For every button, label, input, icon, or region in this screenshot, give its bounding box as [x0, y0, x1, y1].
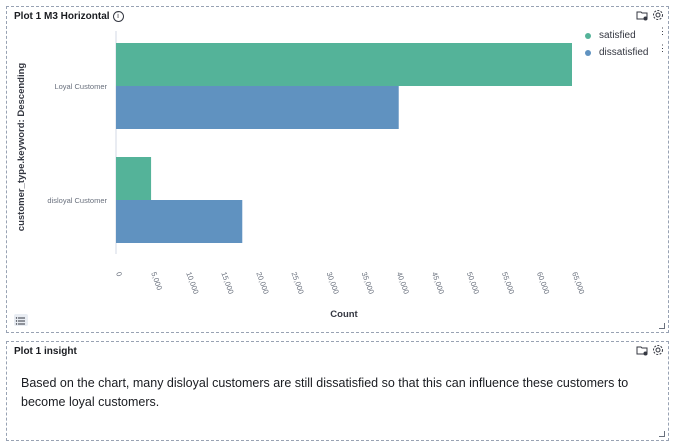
legend-swatch [585, 49, 591, 56]
gear-icon[interactable] [652, 344, 664, 356]
x-tick-label: 5,000 [149, 271, 164, 292]
panel-actions [636, 344, 664, 356]
x-tick-label: 45,000 [430, 271, 446, 296]
resize-handle[interactable] [659, 431, 665, 437]
x-tick-label: 20,000 [254, 271, 270, 296]
x-tick-label: 65,000 [570, 271, 586, 296]
panel-title: Plot 1 insight [14, 346, 77, 357]
insight-panel: Plot 1 insight Based on the chart, many … [6, 341, 669, 441]
x-tick-label: 0 [114, 271, 124, 278]
panel-actions [636, 9, 664, 21]
legend-swatch [585, 32, 591, 39]
x-tick-label: 60,000 [535, 271, 551, 296]
legend-label: dissatisfied [599, 47, 649, 58]
x-tick-label: 50,000 [465, 271, 481, 296]
x-tick-label: 40,000 [395, 271, 411, 296]
list-icon [15, 317, 25, 325]
resize-handle[interactable] [659, 323, 665, 329]
x-tick-label: 30,000 [325, 271, 341, 296]
more-options-icon[interactable]: ⋮ [658, 26, 667, 36]
y-axis-title: customer_type.keyword: Descending [16, 63, 27, 232]
info-icon[interactable]: i [112, 11, 124, 22]
bar-dissatisfied-1 [116, 200, 243, 243]
legend: satisfied ⋮ dissatisfied ⋮ [585, 27, 667, 61]
folder-icon[interactable] [636, 9, 648, 21]
folder-icon[interactable] [636, 344, 648, 356]
chart-panel: Plot 1 M3 Horizontal i Loyal Customer dis… [6, 6, 669, 333]
y-tick-label: disloyal Customer [47, 196, 107, 205]
y-tick-label: Loyal Customer [54, 82, 107, 91]
legend-item-satisfied[interactable]: satisfied ⋮ [585, 27, 667, 44]
gear-icon[interactable] [652, 9, 664, 21]
bar-chart: Loyal Customer disloyal Customer 0 5,000 10,… [16, 31, 586, 320]
x-tick-label: 25,000 [290, 271, 306, 296]
bar-dissatisfied-0 [116, 86, 399, 129]
x-tick-label: 35,000 [360, 271, 376, 296]
x-axis-title: Count [330, 309, 358, 320]
legend-item-dissatisfied[interactable]: dissatisfied ⋮ [585, 44, 667, 61]
bar-satisfied-0 [116, 43, 572, 86]
legend-toggle-button[interactable] [14, 314, 28, 326]
panel-title-text: Plot 1 M3 Horizontal [14, 11, 110, 22]
panel-title: Plot 1 M3 Horizontal i [14, 11, 124, 22]
bar-satisfied-1 [116, 157, 152, 200]
insight-text: Based on the chart, many disloyal custom… [21, 376, 629, 409]
x-tick-label: 10,000 [184, 271, 200, 296]
x-tick-label: 55,000 [500, 271, 516, 296]
x-tick-label: 15,000 [219, 271, 235, 296]
more-options-icon[interactable]: ⋮ [658, 43, 667, 53]
panel-title-text: Plot 1 insight [14, 346, 77, 357]
legend-label: satisfied [599, 30, 636, 41]
